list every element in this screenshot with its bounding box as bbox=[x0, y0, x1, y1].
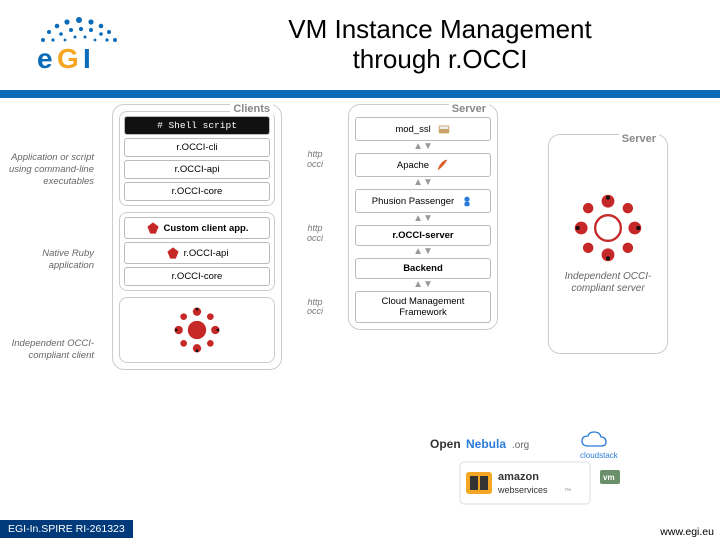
label-cli-script: Application or script using command-line… bbox=[8, 134, 94, 206]
header: e G I VM Instance Management through r.O… bbox=[0, 0, 720, 90]
svg-text:Nebula: Nebula bbox=[466, 437, 506, 451]
svg-text:e: e bbox=[37, 43, 53, 74]
backend-box: Backend bbox=[355, 258, 491, 279]
server1-title: Server bbox=[449, 103, 489, 115]
http-occi-label-1: http occi bbox=[300, 150, 330, 170]
apache-box: Apache bbox=[355, 153, 491, 177]
rocci-api-label-2: r.OCCI-api bbox=[184, 248, 229, 259]
clients-group-title: Clients bbox=[230, 103, 273, 115]
svg-text:.org: .org bbox=[512, 440, 529, 451]
connector-column: http occi http occi http occi bbox=[300, 104, 330, 317]
cloud-provider-logos: Open Nebula .org cloudstack amazon bbox=[400, 430, 680, 510]
client-block-ruby: Custom client app. r.OCCI-api r.OCCI-cor… bbox=[119, 212, 275, 291]
cmf-box: Cloud Management Framework bbox=[355, 291, 491, 323]
phusion-box: Phusion Passenger bbox=[355, 189, 491, 213]
footer-right: www.egi.eu bbox=[660, 526, 714, 538]
rocci-core-box-2: r.OCCI-core bbox=[124, 267, 270, 286]
shell-script-box: # Shell script bbox=[124, 116, 270, 135]
client-category-labels: Application or script using command-line… bbox=[8, 104, 94, 386]
footer-left: EGI-In.SPIRE RI-261323 bbox=[0, 520, 133, 538]
svg-text:vm: vm bbox=[603, 473, 615, 482]
mod-ssl-label: mod_ssl bbox=[395, 124, 430, 135]
svg-text:Open: Open bbox=[430, 437, 461, 451]
passenger-icon bbox=[460, 194, 474, 208]
custom-client-app-label: Custom client app. bbox=[164, 223, 249, 234]
rocci-core-box: r.OCCI-core bbox=[124, 182, 270, 201]
svg-text:I: I bbox=[83, 43, 91, 74]
rocci-api-box: r.OCCI-api bbox=[124, 160, 270, 179]
label-ruby-app: Native Ruby application bbox=[8, 224, 94, 296]
client-block-shell: # Shell script r.OCCI-cli r.OCCI-api r.O… bbox=[119, 111, 275, 206]
rocci-server-box: r.OCCI-server bbox=[355, 225, 491, 246]
occi-client-icon bbox=[172, 305, 222, 355]
svg-text:amazon: amazon bbox=[498, 471, 539, 483]
clients-group: Clients # Shell script r.OCCI-cli r.OCCI… bbox=[112, 104, 282, 370]
title-area: VM Instance Management through r.OCCI bbox=[160, 0, 720, 90]
header-band bbox=[0, 90, 720, 98]
label-occi-client: Independent OCCI-compliant client bbox=[8, 314, 94, 386]
page-title: VM Instance Management through r.OCCI bbox=[282, 11, 598, 79]
rocci-cli-box: r.OCCI-cli bbox=[124, 138, 270, 157]
custom-client-app-box: Custom client app. bbox=[124, 217, 270, 239]
feather-icon bbox=[435, 158, 449, 172]
title-line-2: through r.OCCI bbox=[353, 44, 528, 74]
client-block-independent bbox=[119, 297, 275, 363]
logo: e G I bbox=[0, 0, 160, 90]
mod-ssl-box: mod_ssl bbox=[355, 117, 491, 141]
phusion-label: Phusion Passenger bbox=[372, 196, 454, 207]
svg-text:webservices: webservices bbox=[497, 485, 548, 495]
server2-label: Independent OCCI-compliant server bbox=[557, 271, 659, 295]
apache-label: Apache bbox=[397, 160, 429, 171]
server-group-2: Server Independent OCCI-compliant server bbox=[548, 134, 668, 354]
occi-server-icon bbox=[573, 193, 643, 263]
modssl-icon bbox=[437, 122, 451, 136]
architecture-diagram: Application or script using command-line… bbox=[0, 98, 720, 510]
svg-text:cloudstack: cloudstack bbox=[580, 451, 619, 460]
rocci-api-box-2: r.OCCI-api bbox=[124, 242, 270, 264]
title-line-1: VM Instance Management bbox=[288, 14, 592, 44]
ruby-icon bbox=[166, 246, 180, 260]
http-occi-label-2: http occi bbox=[300, 224, 330, 244]
ruby-icon bbox=[146, 221, 160, 235]
server-group-1: Server mod_ssl ▲▼ Apache ▲▼ Phusion Pass… bbox=[348, 104, 498, 330]
svg-text:G: G bbox=[57, 43, 79, 74]
svg-text:™: ™ bbox=[564, 488, 571, 495]
server2-title: Server bbox=[619, 133, 659, 145]
http-occi-label-3: http occi bbox=[300, 298, 330, 318]
footer: EGI-In.SPIRE RI-261323 www.egi.eu bbox=[0, 510, 720, 540]
